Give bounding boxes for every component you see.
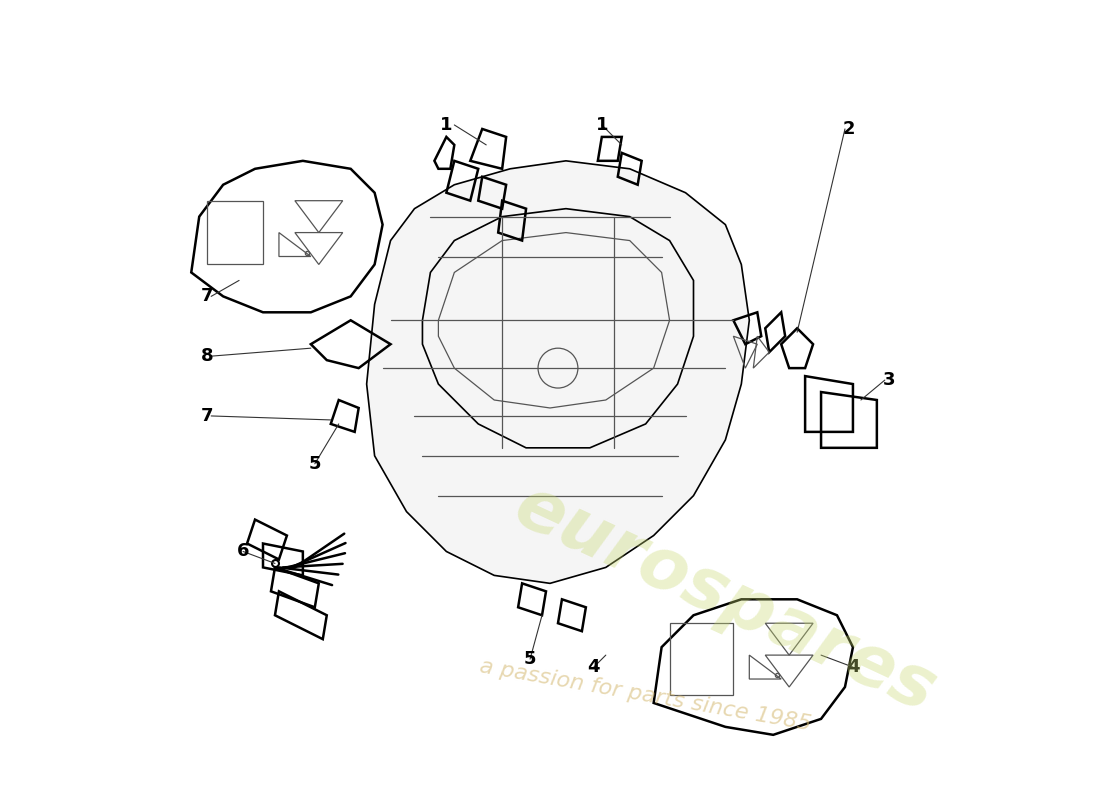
Text: 7: 7 (201, 287, 213, 306)
Text: eurospares: eurospares (504, 471, 947, 727)
Text: 1: 1 (595, 116, 608, 134)
Text: 6: 6 (236, 542, 250, 561)
Text: 5: 5 (309, 454, 321, 473)
Text: 7: 7 (201, 407, 213, 425)
Text: 8: 8 (201, 347, 213, 365)
Polygon shape (653, 599, 852, 735)
Polygon shape (191, 161, 383, 312)
Text: a passion for parts since 1985: a passion for parts since 1985 (478, 656, 813, 734)
Text: 4: 4 (847, 658, 859, 676)
Text: 4: 4 (587, 658, 601, 676)
Text: 2: 2 (843, 120, 855, 138)
Text: 5: 5 (524, 650, 537, 668)
Polygon shape (366, 161, 749, 583)
Text: 3: 3 (882, 371, 895, 389)
Text: 1: 1 (440, 116, 452, 134)
